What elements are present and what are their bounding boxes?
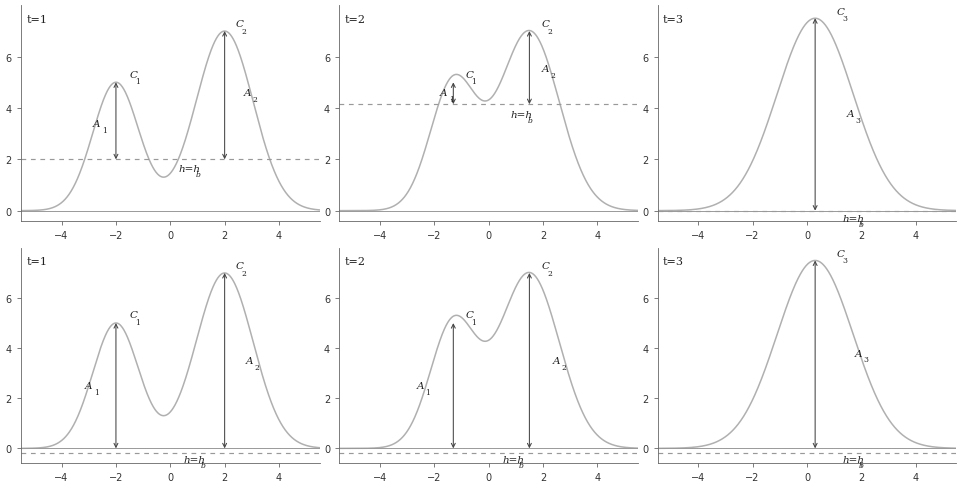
Text: h=h: h=h [184,455,206,464]
Text: 2: 2 [253,96,258,104]
Text: 2: 2 [547,269,552,277]
Text: C: C [836,249,844,259]
Text: h=h: h=h [510,111,531,120]
Text: b: b [858,221,863,228]
Text: 2: 2 [550,72,554,80]
Text: 1: 1 [136,78,140,86]
Text: C: C [235,262,243,271]
Text: 1: 1 [425,388,430,396]
Text: A: A [846,109,853,119]
Text: b: b [858,461,863,469]
Text: 3: 3 [854,116,859,124]
Text: 1: 1 [448,96,453,104]
Text: 1: 1 [136,318,140,326]
Text: h=h: h=h [502,455,524,464]
Text: 2: 2 [241,269,246,277]
Text: 2: 2 [241,28,246,36]
Text: 3: 3 [863,356,868,364]
Text: h=h: h=h [842,455,863,464]
Text: A: A [553,356,559,366]
Text: A: A [244,89,251,98]
Text: C: C [541,20,549,29]
Text: C: C [465,70,473,80]
Text: t=1: t=1 [26,15,47,24]
Text: 2: 2 [561,363,566,371]
Text: b: b [519,461,524,469]
Text: 1: 1 [93,388,98,396]
Text: 2: 2 [547,28,552,36]
Text: t=3: t=3 [662,15,683,24]
Text: b: b [195,171,200,179]
Text: A: A [85,382,92,390]
Text: C: C [836,8,844,17]
Text: t=3: t=3 [662,256,683,266]
Text: b: b [527,117,531,125]
Text: t=2: t=2 [344,256,365,266]
Text: h=h: h=h [842,214,863,224]
Text: 3: 3 [842,257,847,264]
Text: C: C [130,70,137,80]
Text: t=2: t=2 [344,15,365,24]
Text: 1: 1 [471,78,476,86]
Text: A: A [416,382,424,390]
Text: A: A [541,64,549,74]
Text: t=1: t=1 [26,256,47,266]
Text: C: C [130,311,137,320]
Text: 1: 1 [471,318,476,326]
Text: C: C [235,20,243,29]
Text: C: C [541,262,549,271]
Text: b: b [201,461,206,469]
Text: A: A [439,89,447,98]
Text: A: A [245,356,253,366]
Text: A: A [93,120,101,129]
Text: 2: 2 [254,363,259,371]
Text: A: A [854,349,861,358]
Text: 1: 1 [102,126,107,135]
Text: C: C [465,311,473,320]
Text: 3: 3 [842,15,847,23]
Text: h=h: h=h [178,164,200,173]
